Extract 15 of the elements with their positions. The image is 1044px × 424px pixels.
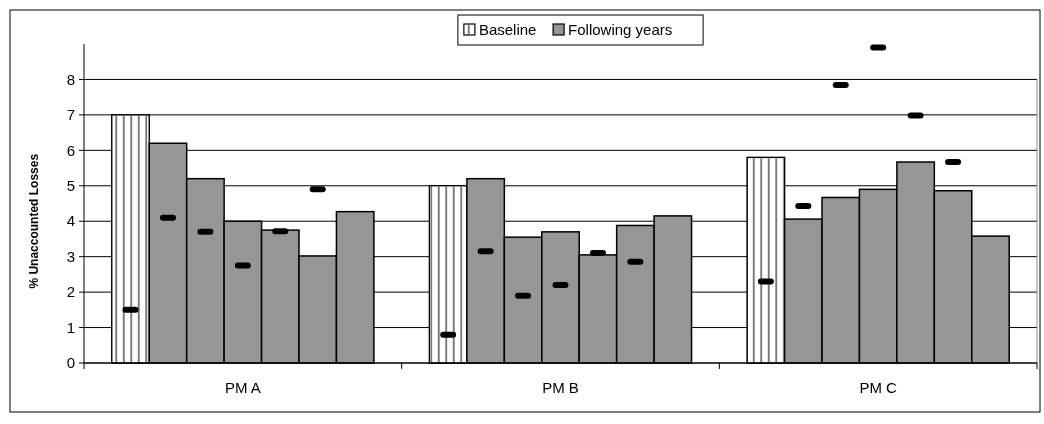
- legend-label: Following years: [568, 21, 673, 39]
- y-tick-label: 4: [66, 212, 75, 230]
- x-tick-label: PM A: [224, 379, 261, 396]
- x-tick-label: PM B: [542, 379, 579, 396]
- y-tick-label: 2: [66, 283, 75, 301]
- y-axis-title: % Unaccounted Losses: [27, 153, 41, 289]
- y-tick-label: 8: [66, 70, 75, 88]
- x-tick-label: PM C: [859, 379, 898, 396]
- y-tick-label: 5: [66, 177, 75, 195]
- y-tick-label: 7: [66, 106, 75, 124]
- legend-label: Baseline: [478, 21, 537, 39]
- y-tick-label: 6: [66, 141, 75, 159]
- y-tick-label: 0: [66, 354, 75, 372]
- y-tick-label: 1: [66, 318, 75, 336]
- y-tick-label: 3: [66, 247, 75, 265]
